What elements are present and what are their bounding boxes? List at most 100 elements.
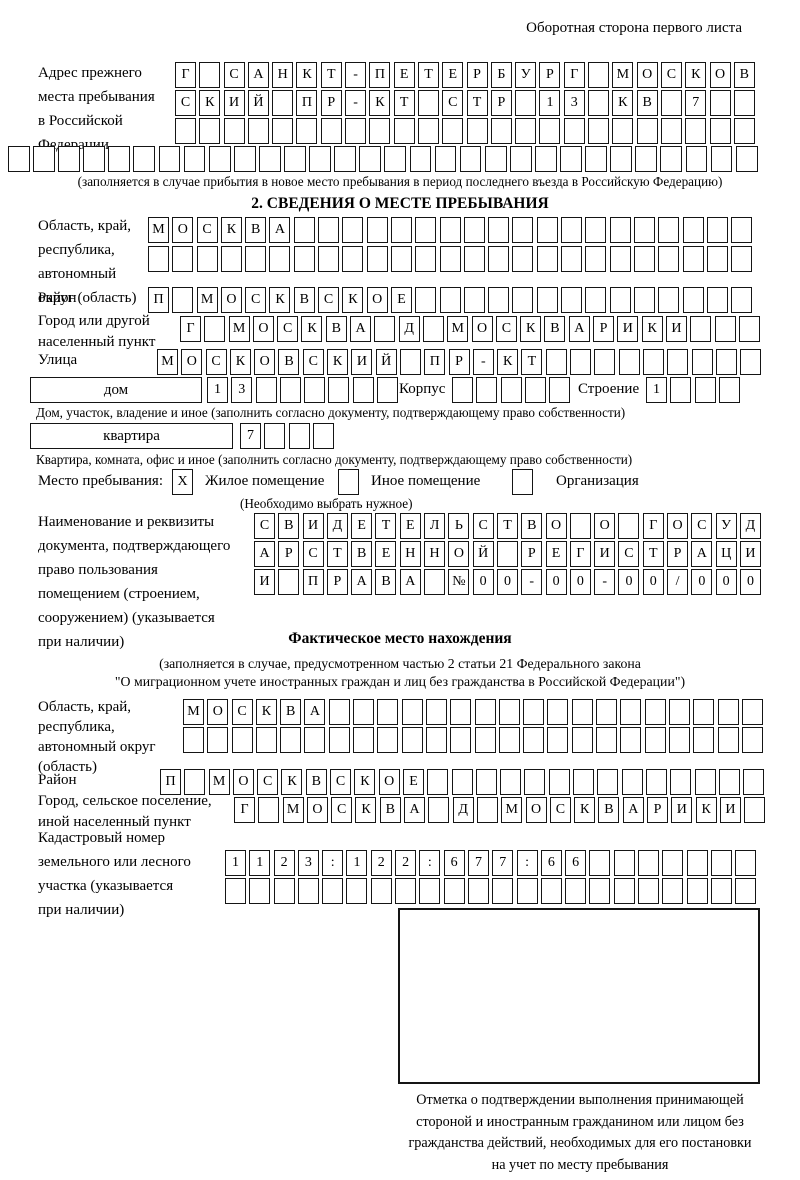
char-box[interactable] <box>560 146 582 172</box>
char-box[interactable] <box>247 118 269 144</box>
char-box[interactable] <box>620 699 642 725</box>
char-box[interactable] <box>645 769 667 795</box>
char-box[interactable]: К <box>199 90 221 116</box>
char-box[interactable] <box>686 878 708 904</box>
char-box[interactable] <box>709 118 731 144</box>
char-box[interactable] <box>334 146 357 172</box>
char-box[interactable] <box>741 727 763 753</box>
char-box[interactable] <box>220 246 242 272</box>
char-box[interactable] <box>148 246 169 272</box>
char-box[interactable] <box>439 287 461 313</box>
char-box[interactable] <box>547 727 569 753</box>
char-box[interactable] <box>744 797 766 823</box>
char-box[interactable]: Д <box>739 513 761 539</box>
char-box[interactable] <box>199 118 221 144</box>
char-box[interactable]: В <box>325 316 347 342</box>
char-box[interactable]: Р <box>320 90 342 116</box>
char-box[interactable]: - <box>472 349 494 375</box>
char-box[interactable]: П <box>369 62 391 88</box>
char-box[interactable] <box>585 146 607 172</box>
char-box[interactable] <box>320 118 342 144</box>
char-box[interactable]: К <box>255 699 277 725</box>
char-box[interactable]: И <box>719 797 741 823</box>
checkbox-zhiloe-pomeshchenie[interactable]: X <box>172 469 193 495</box>
char-box[interactable] <box>618 513 640 539</box>
char-box[interactable] <box>589 878 611 904</box>
char-box[interactable] <box>422 316 444 342</box>
char-box[interactable] <box>434 146 457 172</box>
char-box[interactable]: К <box>327 349 349 375</box>
char-box[interactable] <box>682 246 704 272</box>
char-box[interactable] <box>609 287 631 313</box>
char-box[interactable] <box>425 727 447 753</box>
char-box[interactable] <box>424 569 446 595</box>
char-box[interactable] <box>741 699 763 725</box>
char-box[interactable] <box>359 146 382 172</box>
char-box[interactable]: К <box>355 797 377 823</box>
char-box[interactable] <box>633 287 655 313</box>
char-box[interactable]: О <box>306 797 328 823</box>
char-box[interactable] <box>425 699 447 725</box>
char-box[interactable]: К <box>641 316 663 342</box>
char-box[interactable]: С <box>205 349 227 375</box>
char-box[interactable] <box>492 878 514 904</box>
char-box[interactable] <box>304 377 326 403</box>
char-box[interactable] <box>366 246 388 272</box>
char-box[interactable] <box>733 90 755 116</box>
char-box[interactable]: Е <box>351 513 373 539</box>
char-box[interactable]: Е <box>375 541 397 567</box>
char-box[interactable] <box>539 118 561 144</box>
char-box[interactable]: А <box>350 316 372 342</box>
char-box[interactable] <box>377 699 399 725</box>
char-box[interactable] <box>273 878 295 904</box>
char-box[interactable]: О <box>471 316 493 342</box>
char-box[interactable] <box>686 850 708 876</box>
char-box[interactable]: 6 <box>443 850 465 876</box>
char-box[interactable] <box>401 699 423 725</box>
char-box[interactable]: Р <box>278 541 300 567</box>
char-box[interactable]: О <box>366 287 388 313</box>
char-box[interactable] <box>417 90 439 116</box>
char-box[interactable] <box>691 349 713 375</box>
char-box[interactable] <box>158 146 181 172</box>
char-box[interactable] <box>512 287 534 313</box>
char-box[interactable]: О <box>220 287 242 313</box>
char-box[interactable] <box>488 287 510 313</box>
char-box[interactable] <box>710 850 732 876</box>
char-box[interactable]: И <box>617 316 639 342</box>
char-box[interactable]: В <box>375 569 397 595</box>
char-box[interactable]: Н <box>272 62 294 88</box>
char-box[interactable]: Б <box>490 62 512 88</box>
char-box[interactable] <box>509 146 532 172</box>
char-box[interactable]: 2 <box>370 850 392 876</box>
char-box[interactable]: О <box>254 349 276 375</box>
char-box[interactable] <box>573 769 595 795</box>
char-box[interactable] <box>524 769 546 795</box>
char-box[interactable] <box>231 727 253 753</box>
char-box[interactable]: П <box>160 769 181 795</box>
char-box[interactable] <box>399 349 421 375</box>
char-box[interactable] <box>488 246 510 272</box>
char-box[interactable] <box>288 423 310 449</box>
char-box[interactable] <box>419 878 441 904</box>
char-box[interactable] <box>255 377 277 403</box>
char-box[interactable] <box>658 287 680 313</box>
char-box[interactable]: В <box>521 513 543 539</box>
char-box[interactable]: К <box>220 217 242 243</box>
char-box[interactable] <box>524 377 546 403</box>
char-box[interactable]: - <box>345 62 367 88</box>
char-box[interactable] <box>717 699 739 725</box>
char-box[interactable]: В <box>293 287 315 313</box>
char-box[interactable] <box>439 217 461 243</box>
char-box[interactable]: О <box>378 769 400 795</box>
char-box[interactable]: В <box>351 541 373 567</box>
char-box[interactable]: 6 <box>565 850 587 876</box>
char-box[interactable] <box>415 287 437 313</box>
char-box[interactable]: О <box>172 217 194 243</box>
char-box[interactable] <box>609 246 631 272</box>
char-box[interactable] <box>516 878 538 904</box>
char-box[interactable]: И <box>302 513 324 539</box>
char-box[interactable] <box>690 316 712 342</box>
char-box[interactable]: № <box>448 569 470 595</box>
char-box[interactable] <box>638 850 660 876</box>
